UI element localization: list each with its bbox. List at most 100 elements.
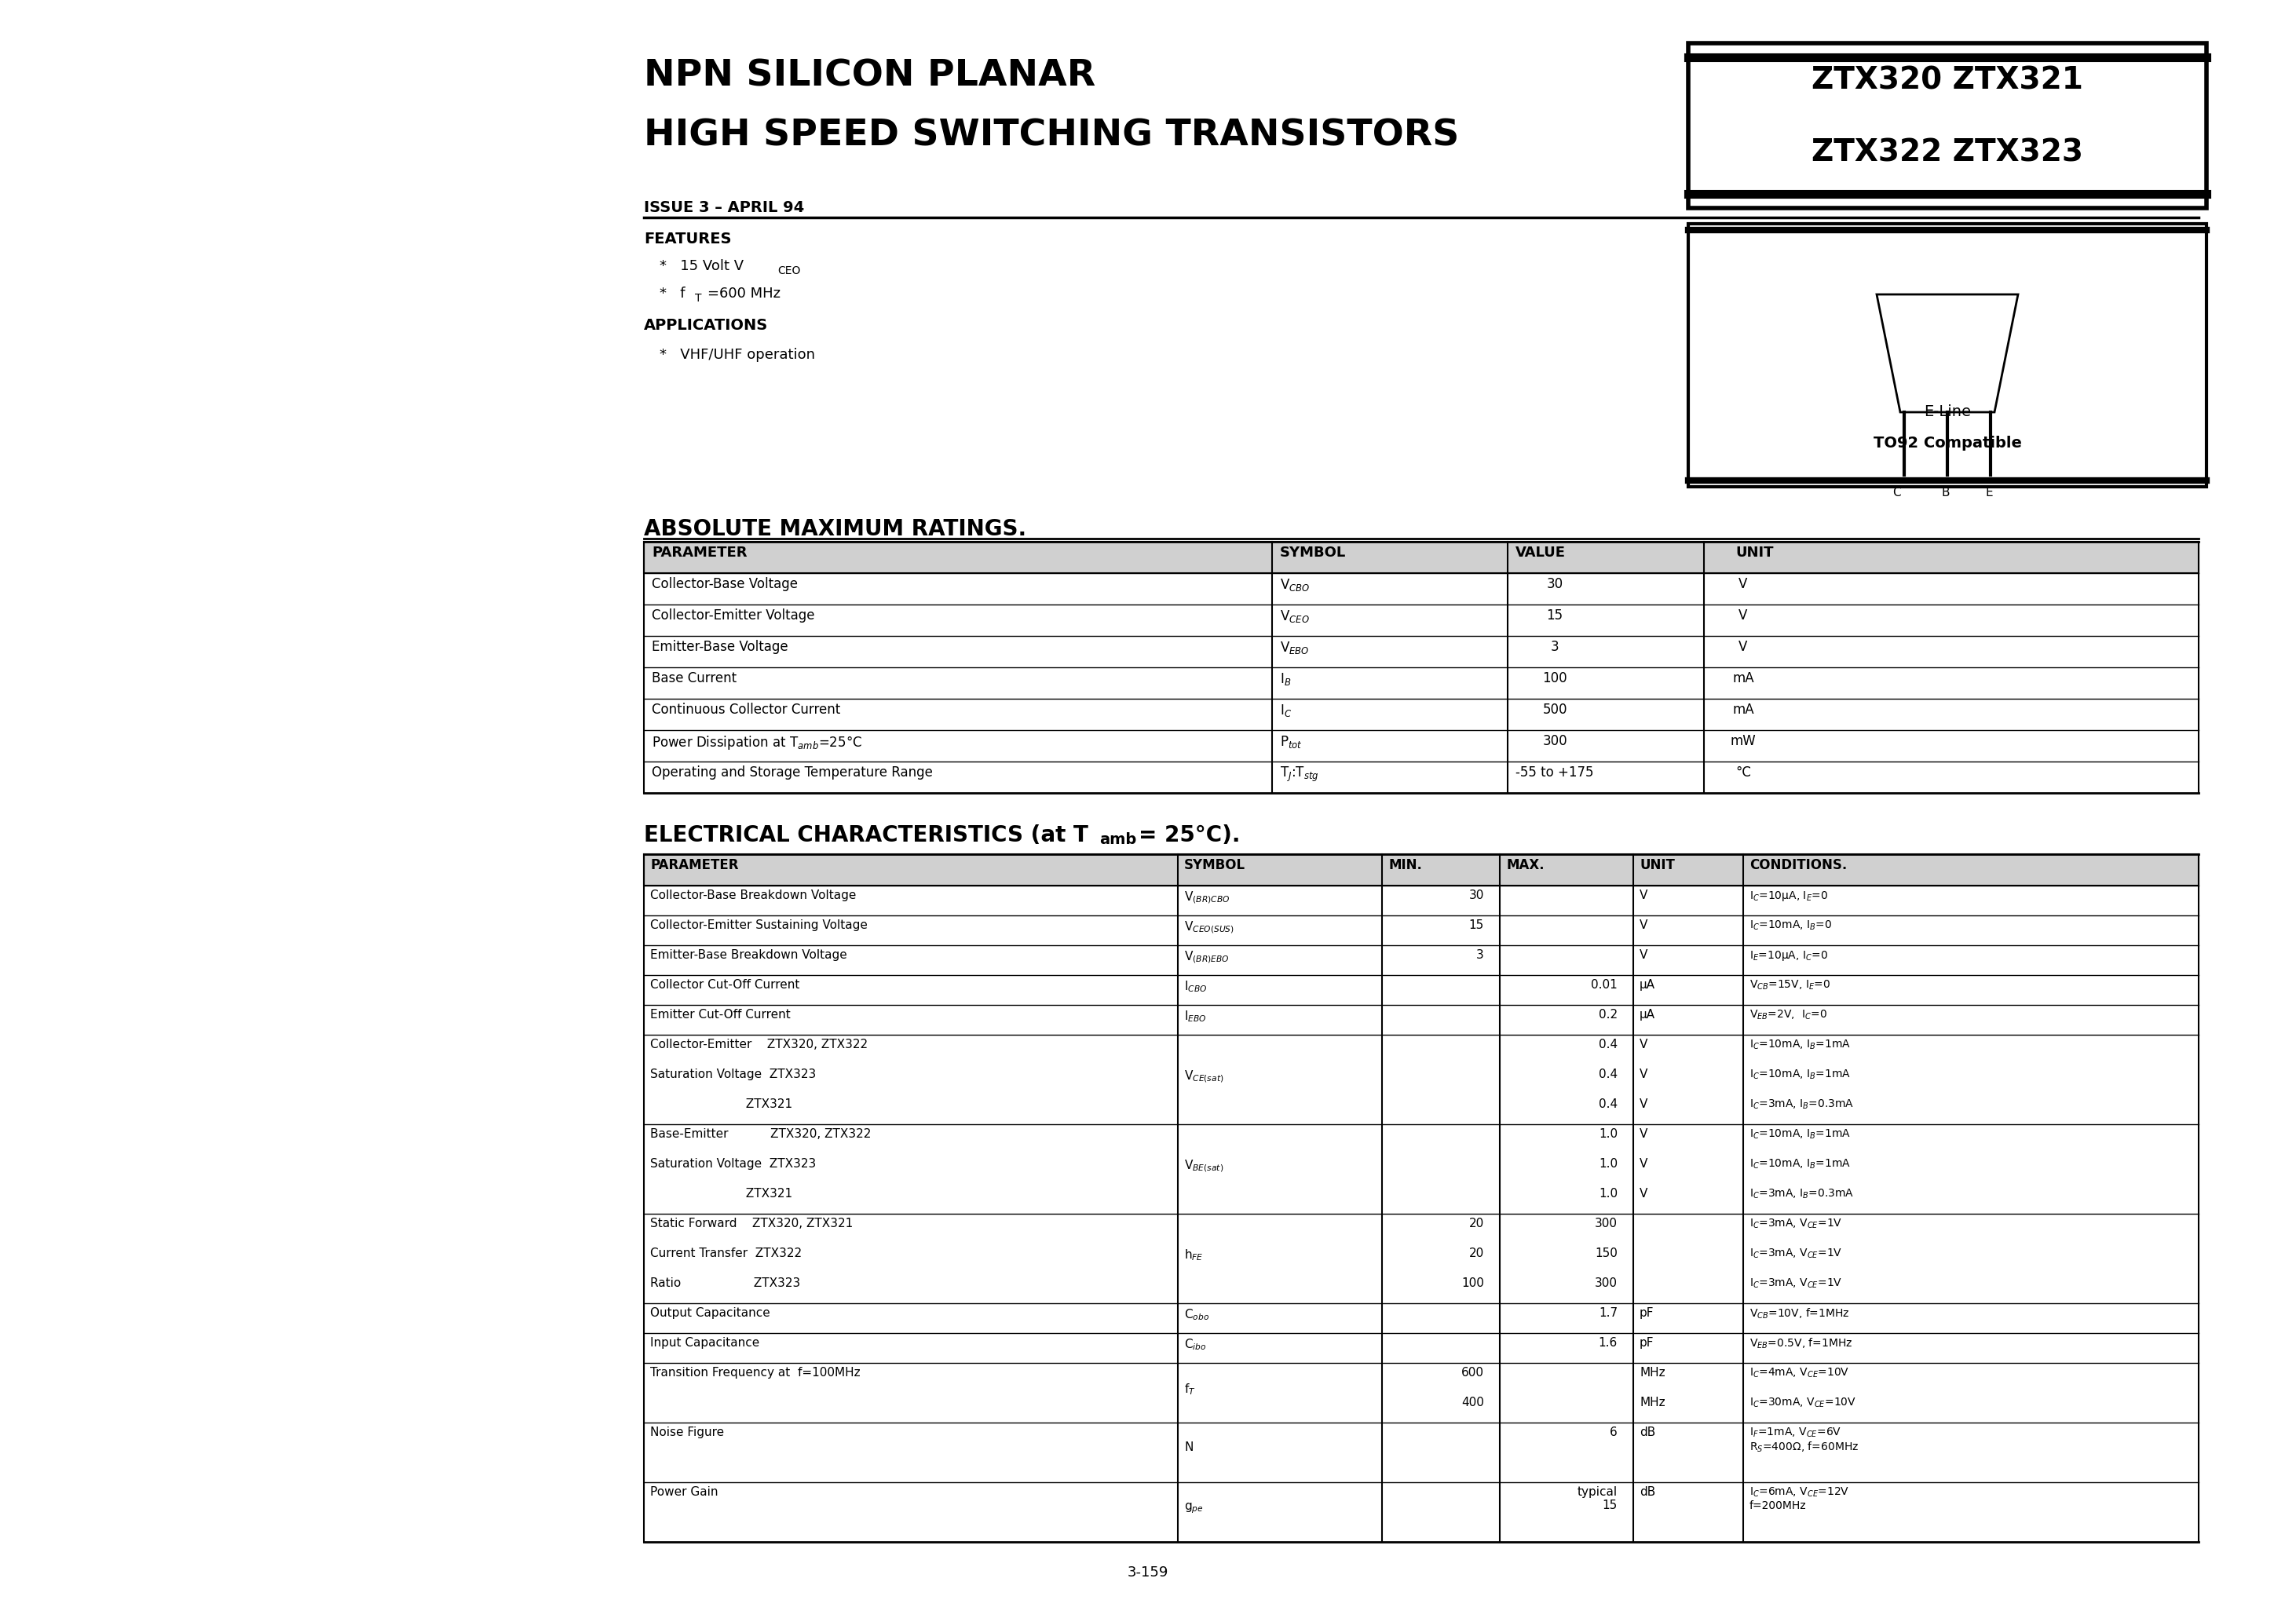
Text: B: B — [1940, 487, 1949, 498]
Text: N: N — [1185, 1442, 1194, 1453]
Text: R$_{S}$=400Ω, f=60MHz: R$_{S}$=400Ω, f=60MHz — [1750, 1440, 1860, 1455]
Text: C$_{obo}$: C$_{obo}$ — [1185, 1307, 1210, 1322]
Text: V$_{CEO}$: V$_{CEO}$ — [1279, 608, 1309, 624]
Text: I$_{F}$=1mA, V$_{CE}$=6V: I$_{F}$=1mA, V$_{CE}$=6V — [1750, 1426, 1841, 1439]
Text: V$_{CE(sat)}$: V$_{CE(sat)}$ — [1185, 1069, 1224, 1083]
Text: Emitter Cut-Off Current: Emitter Cut-Off Current — [650, 1009, 790, 1020]
Text: Base Current: Base Current — [652, 672, 737, 686]
Text: SYMBOL: SYMBOL — [1279, 545, 1345, 560]
Text: Saturation Voltage  ZTX323: Saturation Voltage ZTX323 — [650, 1158, 815, 1169]
Text: I$_{C}$=3mA, I$_{B}$=0.3mA: I$_{C}$=3mA, I$_{B}$=0.3mA — [1750, 1098, 1853, 1111]
Text: I$_{C}$=10mA, I$_{B}$=1mA: I$_{C}$=10mA, I$_{B}$=1mA — [1750, 1069, 1851, 1082]
Text: 0.4: 0.4 — [1598, 1069, 1619, 1080]
Text: ZTX320 ZTX321: ZTX320 ZTX321 — [1812, 65, 2082, 96]
Text: Operating and Storage Temperature Range: Operating and Storage Temperature Range — [652, 766, 932, 780]
Text: MIN.: MIN. — [1389, 858, 1421, 873]
Text: NPN SILICON PLANAR: NPN SILICON PLANAR — [643, 58, 1095, 94]
Text: typical
15: typical 15 — [1577, 1486, 1619, 1512]
Text: Power Gain: Power Gain — [650, 1486, 719, 1499]
Text: f$_{T}$: f$_{T}$ — [1185, 1382, 1196, 1397]
Text: Collector-Emitter    ZTX320, ZTX322: Collector-Emitter ZTX320, ZTX322 — [650, 1038, 868, 1051]
Text: = 25°C).: = 25°C). — [1139, 824, 1240, 847]
Text: V: V — [1738, 639, 1747, 654]
Text: PARAMETER: PARAMETER — [652, 545, 746, 560]
Text: V$_{BE(sat)}$: V$_{BE(sat)}$ — [1185, 1158, 1224, 1173]
Text: 300: 300 — [1596, 1278, 1619, 1289]
Text: 15: 15 — [1469, 920, 1483, 931]
Text: *   VHF/UHF operation: * VHF/UHF operation — [659, 347, 815, 362]
Text: ZTX321: ZTX321 — [650, 1098, 792, 1109]
Text: amb: amb — [1100, 832, 1137, 847]
Text: I$_{C}$=10mA, I$_{B}$=1mA: I$_{C}$=10mA, I$_{B}$=1mA — [1750, 1038, 1851, 1051]
Text: I$_{C}$=3mA, V$_{CE}$=1V: I$_{C}$=3mA, V$_{CE}$=1V — [1750, 1218, 1841, 1231]
Text: MAX.: MAX. — [1506, 858, 1545, 873]
Text: I$_{C}$=3mA, V$_{CE}$=1V: I$_{C}$=3mA, V$_{CE}$=1V — [1750, 1247, 1841, 1260]
Text: V: V — [1639, 889, 1649, 902]
Bar — [1688, 44, 2206, 208]
Text: V: V — [1738, 608, 1747, 623]
Text: ABSOLUTE MAXIMUM RATINGS.: ABSOLUTE MAXIMUM RATINGS. — [643, 517, 1026, 540]
Text: V$_{CEO(SUS)}$: V$_{CEO(SUS)}$ — [1185, 920, 1235, 934]
Text: mA: mA — [1733, 702, 1754, 717]
Text: I$_{C}$=10mA, I$_{B}$=1mA: I$_{C}$=10mA, I$_{B}$=1mA — [1750, 1129, 1851, 1140]
Text: Noise Figure: Noise Figure — [650, 1426, 723, 1439]
Text: Collector-Base Breakdown Voltage: Collector-Base Breakdown Voltage — [650, 889, 856, 902]
Text: 0.01: 0.01 — [1591, 980, 1619, 991]
Text: PARAMETER: PARAMETER — [650, 858, 739, 873]
Text: E-Line: E-Line — [1924, 404, 1970, 418]
Text: Collector-Emitter Voltage: Collector-Emitter Voltage — [652, 608, 815, 623]
Bar — [643, 855, 2200, 886]
Text: UNIT: UNIT — [1639, 858, 1674, 873]
Text: Output Capacitance: Output Capacitance — [650, 1307, 769, 1319]
Text: Transition Frequency at  f=100MHz: Transition Frequency at f=100MHz — [650, 1367, 861, 1379]
Text: TO92 Compatible: TO92 Compatible — [1874, 436, 2020, 451]
Text: 600: 600 — [1460, 1367, 1483, 1379]
Text: I$_{EBO}$: I$_{EBO}$ — [1185, 1009, 1208, 1023]
Text: VALUE: VALUE — [1515, 545, 1566, 560]
Text: Collector Cut-Off Current: Collector Cut-Off Current — [650, 980, 799, 991]
Text: pF: pF — [1639, 1337, 1653, 1350]
Text: APPLICATIONS: APPLICATIONS — [643, 318, 769, 333]
Text: ZTX322 ZTX323: ZTX322 ZTX323 — [1812, 138, 2082, 167]
Text: I$_{CBO}$: I$_{CBO}$ — [1185, 980, 1208, 994]
Text: 15: 15 — [1548, 608, 1564, 623]
Text: pF: pF — [1639, 1307, 1653, 1319]
Text: h$_{FE}$: h$_{FE}$ — [1185, 1247, 1203, 1262]
Text: V$_{CB}$=10V, f=1MHz: V$_{CB}$=10V, f=1MHz — [1750, 1307, 1851, 1320]
Text: Saturation Voltage  ZTX323: Saturation Voltage ZTX323 — [650, 1069, 815, 1080]
Text: 100: 100 — [1543, 672, 1568, 686]
Text: I$_{E}$=10μA, I$_{C}$=0: I$_{E}$=10μA, I$_{C}$=0 — [1750, 949, 1828, 962]
Text: MHz: MHz — [1639, 1367, 1665, 1379]
Text: Collector-Base Voltage: Collector-Base Voltage — [652, 577, 797, 590]
Text: CEO: CEO — [778, 266, 801, 276]
Text: -55 to +175: -55 to +175 — [1515, 766, 1593, 780]
Text: Current Transfer  ZTX322: Current Transfer ZTX322 — [650, 1247, 801, 1259]
Text: 1.0: 1.0 — [1598, 1129, 1619, 1140]
Text: V: V — [1738, 577, 1747, 590]
Text: SYMBOL: SYMBOL — [1185, 858, 1244, 873]
Text: 100: 100 — [1460, 1278, 1483, 1289]
Text: 3-159: 3-159 — [1127, 1565, 1169, 1580]
Text: I$_{C}$=10mA, I$_{B}$=0: I$_{C}$=10mA, I$_{B}$=0 — [1750, 920, 1832, 933]
Text: Static Forward    ZTX320, ZTX321: Static Forward ZTX320, ZTX321 — [650, 1218, 852, 1229]
Text: 400: 400 — [1460, 1397, 1483, 1408]
Text: Base-Emitter           ZTX320, ZTX322: Base-Emitter ZTX320, ZTX322 — [650, 1129, 870, 1140]
Text: 0.2: 0.2 — [1598, 1009, 1619, 1020]
Text: I$_{C}$=10mA, I$_{B}$=1mA: I$_{C}$=10mA, I$_{B}$=1mA — [1750, 1158, 1851, 1171]
Text: 150: 150 — [1596, 1247, 1619, 1259]
Text: 0.4: 0.4 — [1598, 1038, 1619, 1051]
Text: 0.4: 0.4 — [1598, 1098, 1619, 1109]
Text: I$_{C}$=3mA, V$_{CE}$=1V: I$_{C}$=3mA, V$_{CE}$=1V — [1750, 1278, 1841, 1289]
Text: 1.7: 1.7 — [1598, 1307, 1619, 1319]
Text: Emitter-Base Breakdown Voltage: Emitter-Base Breakdown Voltage — [650, 949, 847, 960]
Text: V$_{EB}$=2V,  I$_{C}$=0: V$_{EB}$=2V, I$_{C}$=0 — [1750, 1009, 1828, 1022]
Text: V$_{CB}$=15V, I$_{E}$=0: V$_{CB}$=15V, I$_{E}$=0 — [1750, 980, 1830, 993]
Text: V$_{EBO}$: V$_{EBO}$ — [1279, 639, 1309, 655]
Text: mW: mW — [1731, 735, 1756, 748]
Text: 3: 3 — [1550, 639, 1559, 654]
Bar — [643, 542, 2200, 573]
Text: 500: 500 — [1543, 702, 1568, 717]
Text: ELECTRICAL CHARACTERISTICS (at T: ELECTRICAL CHARACTERISTICS (at T — [643, 824, 1088, 847]
Text: 3: 3 — [1476, 949, 1483, 960]
Text: 30: 30 — [1548, 577, 1564, 590]
